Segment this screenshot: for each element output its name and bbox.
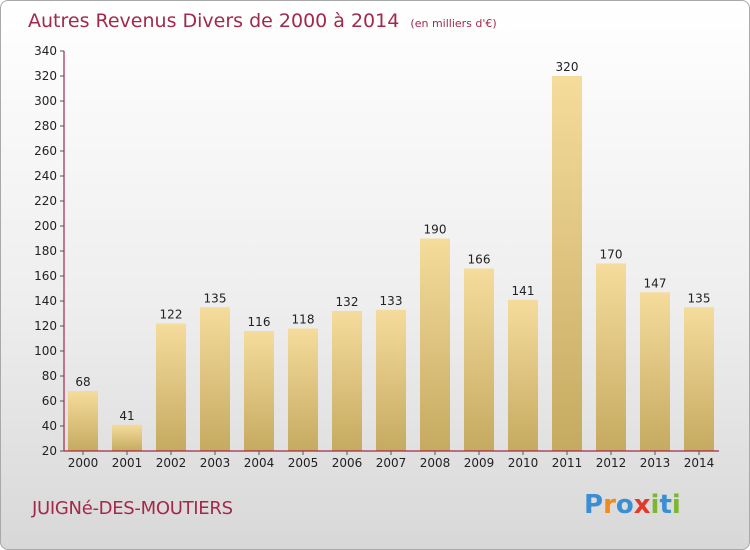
x-tick-label: 2010 [508, 456, 539, 470]
y-tick-label: 260 [34, 144, 57, 158]
chart-title: Autres Revenus Divers de 2000 à 2014 [28, 10, 400, 32]
data-label-2012: 170 [600, 248, 623, 262]
data-label-2008: 190 [424, 223, 447, 237]
x-tick-label: 2014 [684, 456, 715, 470]
y-axis-ticks: 20 40 60 80 100 120 140 160 180 200 220 240 260 280 30… [34, 44, 64, 458]
bar-2009 [464, 268, 494, 451]
data-label-2005: 118 [292, 313, 315, 327]
data-label-2004: 116 [248, 315, 271, 329]
x-tick-label: 2005 [288, 456, 319, 470]
y-tick-label: 240 [34, 169, 57, 183]
data-label-2002: 122 [160, 308, 183, 322]
x-tick-label: 2003 [200, 456, 231, 470]
chart-subtitle: (en milliers d'€) [410, 17, 497, 30]
bar-2014 [684, 307, 714, 451]
y-tick-label: 220 [34, 194, 57, 208]
bar-2013 [640, 292, 670, 451]
bar-2002 [156, 323, 186, 451]
data-label-2001: 41 [119, 409, 134, 423]
data-label-2006: 132 [336, 295, 359, 309]
x-tick-label: 2012 [596, 456, 627, 470]
bar-2000 [68, 391, 98, 451]
bar-2006 [332, 311, 362, 451]
x-tick-label: 2007 [376, 456, 407, 470]
x-tick-label: 2011 [552, 456, 583, 470]
x-tick-label: 2013 [640, 456, 671, 470]
logo-letter: P [584, 490, 604, 520]
bar-2012 [596, 263, 626, 451]
logo-letter: o [615, 490, 634, 520]
bars-group: 68 41 122 135 116 118 132 133 190 166 141 320 170 147… [68, 60, 714, 451]
data-label-2000: 68 [75, 375, 90, 389]
chart-header: Autres Revenus Divers de 2000 à 2014 (en… [28, 10, 497, 32]
y-tick-label: 340 [34, 44, 57, 58]
x-tick-label: 2002 [156, 456, 187, 470]
logo-letter: t [659, 490, 672, 520]
bar-2001 [112, 424, 142, 451]
bar-2007 [376, 309, 406, 451]
data-label-2011: 320 [556, 60, 579, 74]
y-tick-label: 60 [42, 394, 57, 408]
x-tick-label: 2004 [244, 456, 275, 470]
y-tick-label: 280 [34, 119, 57, 133]
y-tick-label: 300 [34, 94, 57, 108]
y-tick-label: 140 [34, 294, 57, 308]
y-tick-label: 20 [42, 444, 57, 458]
y-tick-label: 200 [34, 219, 57, 233]
data-label-2010: 141 [512, 284, 535, 298]
bar-2003 [200, 307, 230, 451]
bar-2004 [244, 331, 274, 451]
commune-name: JUIGNé-DES-MOUTIERS [32, 498, 233, 519]
bar-2008 [420, 238, 450, 451]
bar-2011 [552, 76, 582, 451]
y-tick-label: 80 [42, 369, 57, 383]
y-tick-label: 180 [34, 244, 57, 258]
logo-letter: i [650, 490, 660, 520]
logo-letter: x [633, 490, 651, 520]
data-label-2003: 135 [204, 291, 227, 305]
logo-letter: i [671, 490, 681, 520]
x-axis-ticks: 2000 2001 2002 2003 2004 2005 2006 2007 2008 2009… [68, 451, 715, 470]
y-tick-label: 120 [34, 319, 57, 333]
data-label-2014: 135 [688, 291, 711, 305]
x-tick-label: 2008 [420, 456, 451, 470]
y-tick-label: 100 [34, 344, 57, 358]
y-tick-label: 320 [34, 69, 57, 83]
y-tick-label: 160 [34, 269, 57, 283]
data-label-2009: 166 [468, 253, 491, 267]
y-tick-label: 40 [42, 419, 57, 433]
bar-2010 [508, 299, 538, 451]
bar-2005 [288, 328, 318, 451]
data-label-2007: 133 [380, 294, 403, 308]
logo-letter: r [603, 490, 616, 520]
x-tick-label: 2000 [68, 456, 99, 470]
data-label-2013: 147 [644, 276, 667, 290]
proxiti-logo: Proxiti [584, 490, 681, 520]
x-tick-label: 2001 [112, 456, 143, 470]
x-tick-label: 2006 [332, 456, 363, 470]
x-tick-label: 2009 [464, 456, 495, 470]
